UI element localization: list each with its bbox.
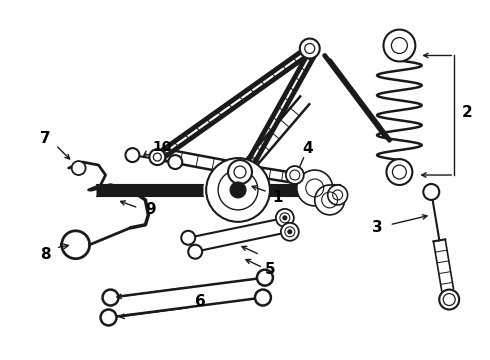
Text: 9: 9 [145, 202, 156, 217]
Text: 2: 2 [462, 105, 472, 120]
Circle shape [315, 185, 344, 215]
Circle shape [255, 289, 271, 306]
Circle shape [384, 30, 416, 62]
Circle shape [125, 148, 140, 162]
Text: 7: 7 [41, 131, 51, 146]
Text: 6: 6 [195, 294, 205, 309]
Text: 3: 3 [372, 220, 383, 235]
Circle shape [206, 158, 270, 222]
Circle shape [228, 160, 252, 184]
Circle shape [423, 184, 439, 200]
Circle shape [283, 225, 297, 239]
Circle shape [102, 289, 119, 306]
Circle shape [181, 231, 195, 245]
Circle shape [230, 182, 246, 198]
Circle shape [297, 170, 333, 206]
Circle shape [328, 185, 347, 205]
Circle shape [300, 39, 319, 58]
Circle shape [276, 209, 294, 227]
Circle shape [439, 289, 459, 310]
Text: 1: 1 [272, 190, 283, 206]
Circle shape [387, 159, 413, 185]
Circle shape [281, 223, 299, 241]
Text: 10: 10 [152, 140, 172, 154]
Circle shape [168, 155, 182, 169]
Text: 5: 5 [265, 262, 275, 277]
Circle shape [283, 216, 287, 220]
Circle shape [149, 149, 165, 165]
Circle shape [286, 166, 304, 184]
Circle shape [288, 230, 292, 234]
Circle shape [188, 245, 202, 259]
Circle shape [100, 310, 117, 325]
Text: 8: 8 [41, 247, 51, 262]
Circle shape [72, 161, 86, 175]
Text: 4: 4 [302, 141, 313, 156]
Circle shape [257, 270, 273, 285]
Circle shape [278, 211, 292, 225]
